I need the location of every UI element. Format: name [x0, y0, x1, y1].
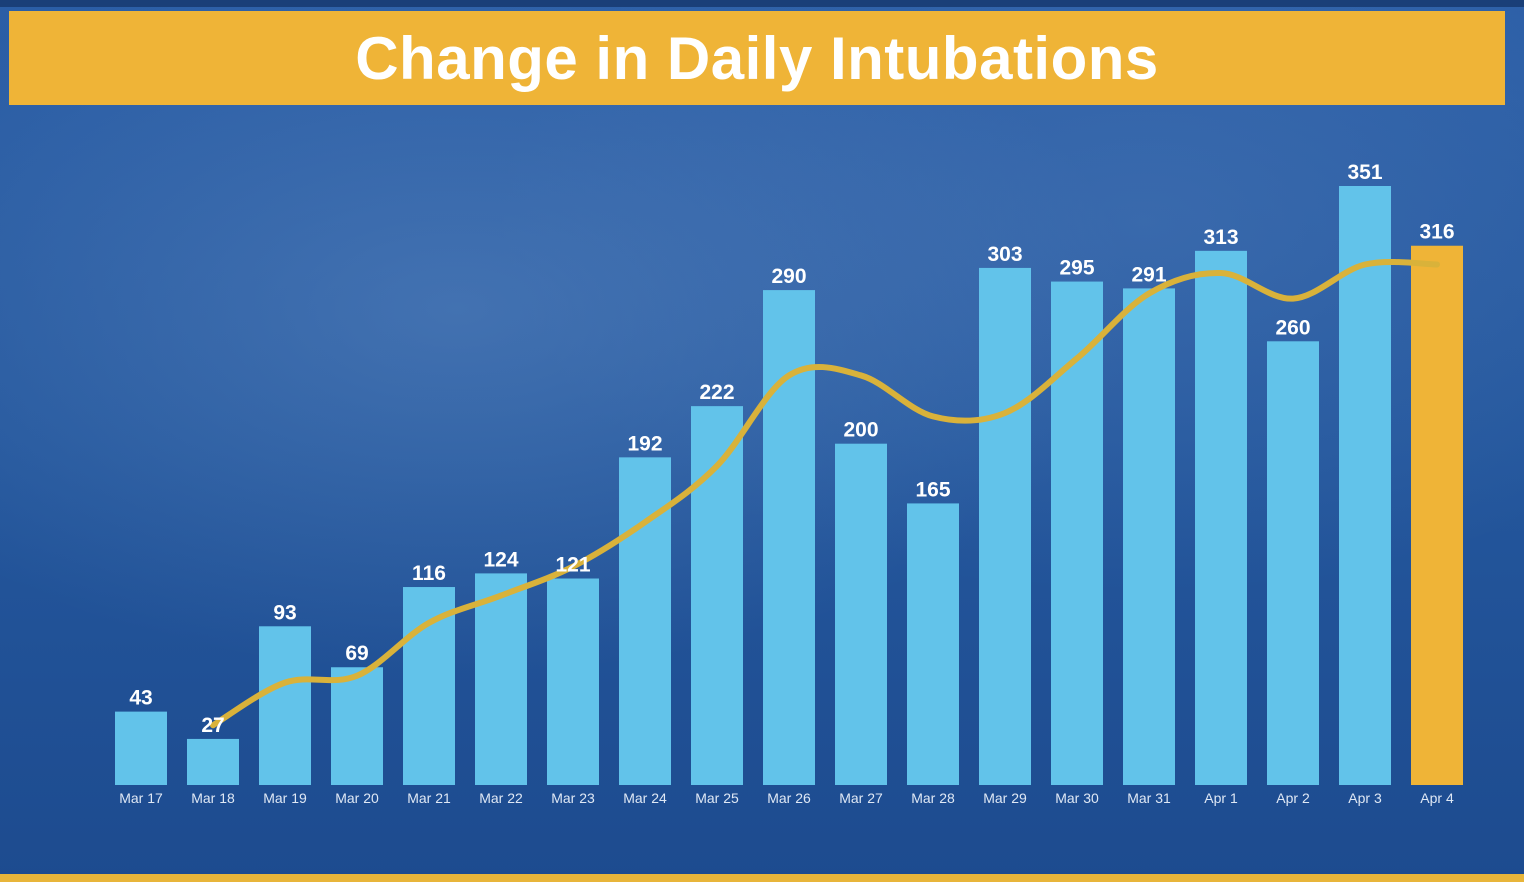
x-tick-label: Apr 2 — [1276, 790, 1310, 806]
value-label: 192 — [627, 432, 662, 455]
trend-line — [210, 258, 1440, 729]
value-label: 93 — [273, 601, 296, 624]
x-tick-label: Mar 28 — [911, 790, 955, 806]
x-tick-label: Mar 18 — [191, 790, 235, 806]
value-label: 116 — [412, 562, 446, 585]
value-label: 165 — [915, 478, 950, 501]
value-label: 121 — [555, 554, 590, 577]
value-label: 316 — [1419, 221, 1454, 244]
top-rule — [0, 0, 1524, 7]
x-tick-label: Mar 25 — [695, 790, 739, 806]
bar-mar-26 — [763, 290, 815, 785]
bar-mar-27 — [835, 443, 887, 785]
value-label: 303 — [987, 243, 1022, 266]
x-tick-label: Apr 4 — [1420, 790, 1454, 806]
value-label: 260 — [1275, 316, 1310, 339]
value-label: 200 — [843, 419, 878, 442]
bar-apr-1 — [1195, 250, 1247, 785]
x-tick-label: Mar 31 — [1127, 790, 1171, 806]
x-tick-label: Mar 29 — [983, 790, 1027, 806]
x-tick-label: Apr 1 — [1204, 790, 1238, 806]
value-label: 295 — [1059, 257, 1094, 280]
bar-mar-19 — [259, 626, 311, 785]
bar-mar-20 — [331, 667, 383, 785]
x-tick-label: Mar 19 — [263, 790, 307, 806]
x-tick-label: Mar 20 — [335, 790, 379, 806]
bar-mar-22 — [475, 573, 527, 785]
value-label: 124 — [483, 548, 518, 571]
x-tick-label: Mar 24 — [623, 790, 667, 806]
value-label: 313 — [1203, 226, 1238, 249]
x-tick-label: Mar 22 — [479, 790, 523, 806]
value-label: 43 — [129, 687, 152, 710]
x-tick-label: Mar 30 — [1055, 790, 1099, 806]
value-label: 69 — [345, 642, 368, 665]
bar-apr-4 — [1411, 245, 1463, 785]
x-tick-label: Mar 23 — [551, 790, 595, 806]
value-label: 222 — [699, 381, 734, 404]
bar-mar-30 — [1051, 281, 1103, 785]
x-tick-label: Mar 27 — [839, 790, 883, 806]
bar-mar-28 — [907, 503, 959, 785]
bar-mar-18 — [187, 738, 239, 785]
chart-title: Change in Daily Intubations — [355, 24, 1159, 92]
bar-mar-17 — [115, 711, 167, 785]
bar-mar-29 — [979, 267, 1031, 785]
bar-mar-31 — [1123, 288, 1175, 785]
value-label: 351 — [1347, 161, 1382, 184]
bar-mar-23 — [547, 578, 599, 785]
title-banner: Change in Daily Intubations — [9, 11, 1505, 105]
value-label: 291 — [1131, 263, 1166, 286]
x-tick-label: Mar 21 — [407, 790, 451, 806]
x-tick-label: Mar 26 — [767, 790, 811, 806]
bar-apr-2 — [1267, 341, 1319, 785]
x-tick-label: Apr 3 — [1348, 790, 1382, 806]
value-label: 290 — [771, 265, 806, 288]
bottom-rule — [0, 874, 1524, 882]
bar-apr-3 — [1339, 186, 1391, 785]
value-label: 27 — [201, 714, 224, 737]
x-tick-label: Mar 17 — [119, 790, 163, 806]
